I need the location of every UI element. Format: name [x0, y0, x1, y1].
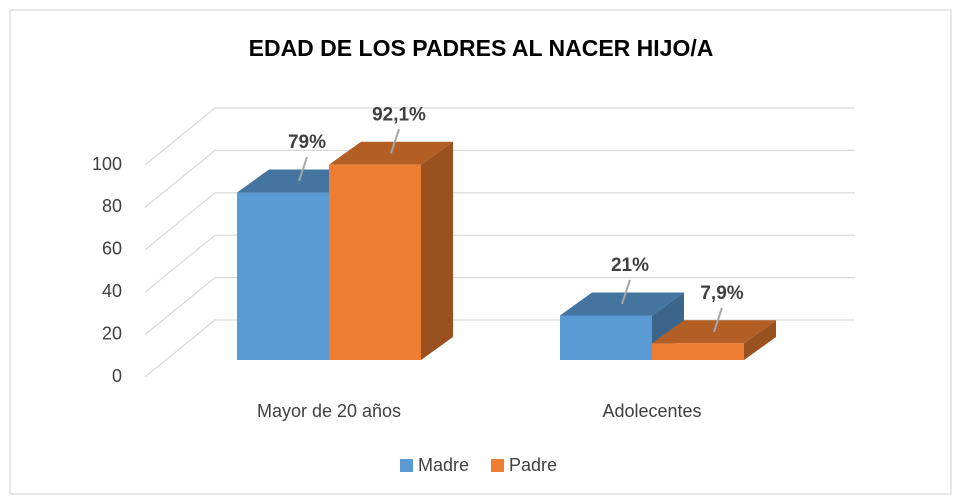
leader-line — [621, 279, 631, 305]
value-label: 92,1% — [372, 104, 426, 125]
grid-line — [144, 277, 855, 336]
bar — [329, 164, 421, 360]
bar-side — [421, 141, 453, 360]
chart-title: EDAD DE LOS PADRES AL NACER HIJO/A — [249, 35, 714, 61]
bar-side — [744, 320, 776, 360]
y-tick-label: 100 — [92, 154, 122, 174]
value-label: 7,9% — [700, 283, 743, 304]
y-tick-label: 40 — [102, 281, 122, 301]
grid-line — [144, 192, 855, 251]
bar — [652, 343, 744, 360]
y-tick-label: 60 — [102, 239, 122, 259]
leader-line — [390, 128, 400, 154]
grid-line — [144, 107, 855, 166]
bar — [560, 315, 652, 360]
y-tick-label: 20 — [102, 323, 122, 343]
leader-line — [298, 156, 308, 182]
legend-swatch — [491, 459, 505, 472]
legend-label: Padre — [509, 455, 557, 475]
value-label: 79% — [288, 132, 326, 153]
bar — [237, 192, 329, 360]
x-tick-label: Mayor de 20 años — [257, 401, 401, 421]
y-tick-label: 80 — [102, 196, 122, 216]
leader-line — [713, 307, 723, 333]
y-tick-label: 0 — [112, 366, 122, 386]
grid-line — [144, 234, 855, 293]
value-label: 21% — [611, 255, 649, 276]
legend-label: Madre — [418, 455, 469, 475]
grid-line — [144, 149, 855, 208]
x-tick-label: Adolecentes — [602, 401, 701, 421]
chart-border — [9, 9, 952, 495]
legend-swatch — [400, 459, 413, 472]
